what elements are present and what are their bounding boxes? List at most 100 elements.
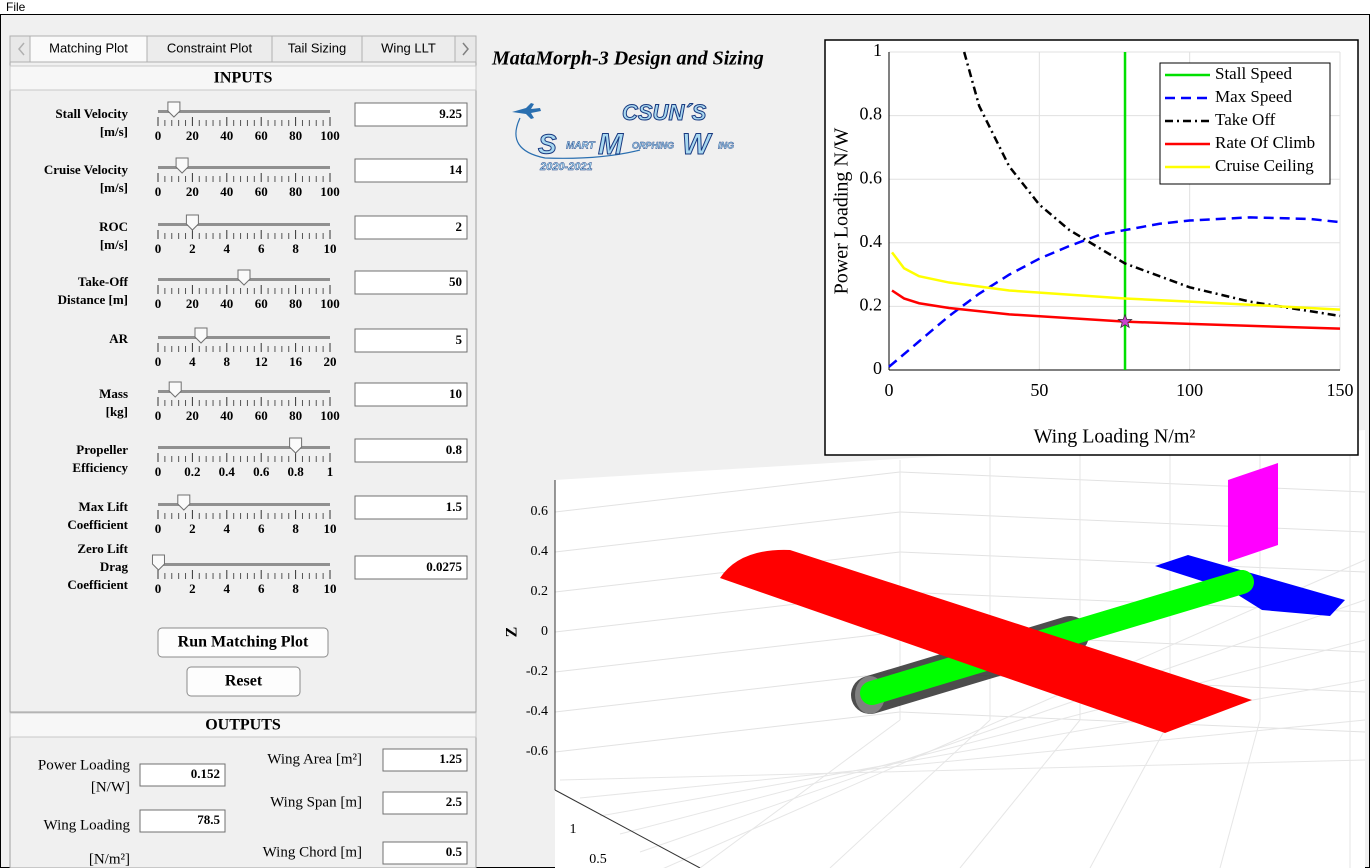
slider-tick-label: 80 [289, 408, 302, 423]
output-label: Wing Loading [44, 817, 131, 833]
legend-label: Stall Speed [1215, 64, 1292, 83]
slider-track [158, 110, 330, 113]
input-box[interactable] [355, 329, 467, 352]
slider-tick-label: 40 [220, 128, 233, 143]
slider-tick-label: 0 [155, 581, 162, 596]
input-label: Take-Off [78, 274, 129, 289]
slider-track [158, 390, 330, 393]
slider-tick-label: 6 [258, 581, 265, 596]
slider-tick-label: 2 [189, 521, 196, 536]
legend-label: Max Speed [1215, 87, 1292, 106]
logo-word: ORPHING [632, 140, 674, 150]
inputs-title: INPUTS [214, 70, 273, 87]
input-label: Mass [99, 386, 128, 401]
z-tick-label: -0.2 [526, 664, 548, 679]
legend-label: Take Off [1215, 110, 1276, 129]
output-value: 78.5 [197, 812, 220, 827]
slider-tick-label: 20 [186, 296, 199, 311]
slider-tick-label: 0.2 [184, 464, 200, 479]
slider-tick-label: 60 [255, 128, 268, 143]
x-tick-label: 100 [1176, 380, 1203, 400]
input-value: 50 [449, 274, 462, 289]
input-value: 0.0275 [426, 559, 462, 574]
slider-tick-label: 8 [292, 521, 299, 536]
input-label: Max Lift [79, 499, 129, 514]
logo-word: M [598, 128, 624, 161]
slider-tick-label: 80 [289, 296, 302, 311]
slider-tick-label: 4 [224, 521, 231, 536]
logo-word: W [682, 128, 713, 161]
output-label: [N/W] [91, 779, 130, 795]
slider-tick-label: 20 [186, 128, 199, 143]
input-label: Coefficient [67, 577, 128, 592]
x-tick-label: 50 [1030, 380, 1048, 400]
slider-tick-label: 40 [220, 408, 233, 423]
tab-label: Constraint Plot [167, 40, 253, 55]
button-label: Run Matching Plot [178, 634, 309, 651]
slider-tick-label: 100 [320, 296, 340, 311]
slider-tick-label: 60 [255, 408, 268, 423]
slider-tick-label: 4 [224, 241, 231, 256]
legend-label: Cruise Ceiling [1215, 156, 1314, 175]
input-label: Stall Velocity [55, 106, 128, 121]
input-label: Distance [m] [58, 292, 128, 307]
input-label: [m/s] [100, 237, 128, 252]
input-label: ROC [99, 219, 128, 234]
slider-tick-label: 0 [155, 241, 162, 256]
slider-tick-label: 100 [320, 184, 340, 199]
slider-tick-label: 40 [220, 296, 233, 311]
y-tick-label: 0.5 [589, 852, 607, 867]
y-tick-label: 0.2 [860, 295, 883, 315]
y-tick-label: 0.6 [860, 167, 883, 187]
output-value: 1.25 [439, 751, 462, 766]
input-label: Cruise Velocity [44, 162, 129, 177]
z-tick-label: 0.4 [531, 544, 549, 559]
slider-track [158, 563, 330, 566]
x-tick-label: 0 [885, 380, 894, 400]
vertical-tail [1228, 463, 1278, 562]
slider-tick-label: 0.4 [219, 464, 236, 479]
output-label: Wing Chord [m] [263, 844, 362, 860]
slider-tick-label: 4 [224, 581, 231, 596]
z-tick-label: 0.2 [531, 584, 549, 599]
tab-label: Tail Sizing [288, 40, 347, 55]
slider-tick-label: 60 [255, 296, 268, 311]
input-label: Coefficient [67, 517, 128, 532]
slider-tick-label: 16 [289, 354, 303, 369]
slider-tick-label: 0 [155, 128, 162, 143]
input-value: 2 [456, 219, 463, 234]
tab-label: Wing LLT [381, 40, 436, 55]
slider-tick-label: 8 [292, 241, 299, 256]
input-label: [m/s] [100, 180, 128, 195]
menu-file[interactable]: File [6, 0, 26, 14]
z-axis-label: Z [504, 627, 521, 638]
y-axis-label: Power Loading N/W [831, 128, 853, 295]
slider-tick-label: 6 [258, 241, 265, 256]
slider-tick-label: 100 [320, 408, 340, 423]
y-tick-label: 1 [873, 40, 882, 60]
slider-tick-label: 20 [186, 184, 199, 199]
input-label: Propeller [76, 442, 128, 457]
slider-tick-label: 0 [155, 464, 162, 479]
slider-tick-label: 0.6 [253, 464, 270, 479]
z-tick-label: 0 [541, 624, 548, 639]
slider-tick-label: 4 [189, 354, 196, 369]
slider-tick-label: 100 [320, 128, 340, 143]
slider-track [158, 446, 330, 449]
input-label: Drag [100, 559, 129, 574]
slider-tick-label: 10 [324, 521, 337, 536]
slider-track [158, 336, 330, 339]
y-tick-label: 0.8 [860, 104, 883, 124]
slider-tick-label: 0 [155, 408, 162, 423]
input-value: 5 [456, 332, 463, 347]
slider-tick-label: 20 [324, 354, 337, 369]
y-tick-label: 0 [873, 358, 882, 378]
z-tick-label: -0.4 [526, 704, 548, 719]
output-label: Wing Span [m] [270, 794, 362, 810]
logo-word: MART [566, 141, 596, 152]
slider-tick-label: 80 [289, 128, 302, 143]
input-box[interactable] [355, 216, 467, 239]
y-tick-label: 0.4 [860, 231, 883, 251]
input-label: [kg] [106, 404, 128, 419]
slider-tick-label: 2 [189, 581, 196, 596]
